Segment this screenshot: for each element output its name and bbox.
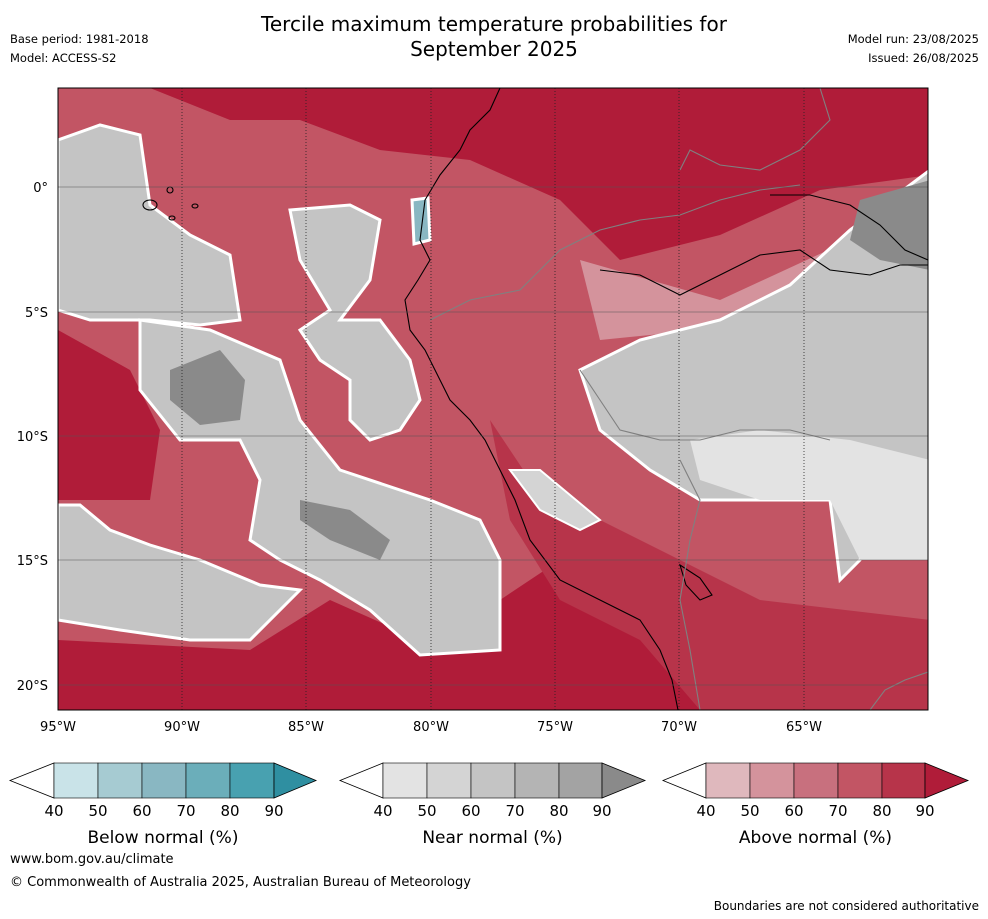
above-colorbar: 40 50 60 70 80 90 Above normal (%) [661, 762, 970, 848]
coastline [599, 249, 928, 296]
colorbars: 40 50 60 70 80 90 Below normal (%) 40 50 60 70 80 90… [8, 762, 970, 848]
near-normal-region [288, 203, 422, 442]
colorbar-left-triangle [8, 762, 55, 799]
lat-label: 5°S [25, 306, 48, 321]
colorbar-segment [53, 762, 99, 799]
lat-label: 0° [33, 181, 48, 196]
colorbar-right-triangle [601, 762, 647, 799]
colorbar-label: Above normal (%) [739, 828, 892, 848]
longitude-labels: 95°W 90°W 85°W 80°W 75°W 70°W 65°W [40, 720, 822, 735]
issued-text: Issued: 26/08/2025 [868, 51, 979, 65]
colorbar-segment [837, 762, 883, 799]
colorbar-tick: 50 [740, 802, 759, 820]
colorbar-segment [426, 762, 472, 799]
lat-label: 20°S [17, 679, 48, 694]
below-normal-region [410, 196, 432, 246]
colorbar-tick: 40 [373, 802, 392, 820]
title-line-1: Tercile maximum temperature probabilitie… [261, 12, 727, 36]
above-normal-region [58, 560, 700, 710]
near-normal-region [690, 430, 928, 560]
lon-label: 65°W [786, 720, 822, 735]
colorbar-segment [514, 762, 560, 799]
colorbar-segment [97, 762, 143, 799]
near-normal-region [58, 123, 242, 327]
island-outline [142, 199, 158, 211]
colorbar-left-triangle [338, 762, 384, 799]
colorbar-tick: 80 [549, 802, 568, 820]
country-border [429, 184, 801, 321]
colorbar-label: Below normal (%) [88, 828, 239, 848]
model-run-text: Model run: 23/08/2025 [847, 32, 979, 46]
colorbar-segment [793, 762, 839, 799]
country-border [679, 88, 831, 171]
colorbar-tick: 40 [44, 802, 63, 820]
colorbar-segment [749, 762, 795, 799]
lon-label: 95°W [40, 720, 76, 735]
lake-outline [679, 563, 713, 601]
colorbar-segment [185, 762, 231, 799]
colorbar-tick: 40 [696, 802, 715, 820]
colorbar-tick: 90 [264, 802, 283, 820]
colorbar-tick: 60 [461, 802, 480, 820]
below-colorbar: 40 50 60 70 80 90 Below normal (%) [8, 762, 318, 848]
colorbar-segment [382, 762, 428, 799]
map-panel [58, 88, 928, 710]
colorbar-tick: 70 [176, 802, 195, 820]
map-title: Tercile maximum temperature probabilitie… [0, 12, 988, 62]
map-frame [57, 87, 929, 711]
above-normal-region [150, 88, 928, 260]
colorbar-segment [470, 762, 516, 799]
colorbar-segment [229, 762, 275, 799]
lon-label: 70°W [661, 720, 697, 735]
near-normal-region [58, 503, 304, 642]
colorbar-segment [558, 762, 603, 799]
country-border [679, 459, 701, 710]
colorbar-tick: 90 [915, 802, 934, 820]
near-normal-region [300, 500, 390, 560]
near-normal-region [850, 180, 928, 270]
above-normal-region [580, 201, 928, 340]
colorbar-tick: 90 [592, 802, 611, 820]
colorbar-tick: 50 [417, 802, 436, 820]
copyright-text: © Commonwealth of Australia 2025, Austra… [10, 875, 471, 890]
latitude-labels: 0° 5°S 10°S 15°S 20°S [17, 181, 48, 694]
colorbar-right-triangle [273, 762, 318, 799]
colorbar-tick: 60 [784, 802, 803, 820]
colorbar-label: Near normal (%) [422, 828, 562, 848]
colorbar-tick: 50 [88, 802, 107, 820]
colorbar-tick: 60 [132, 802, 151, 820]
model-text: Model: ACCESS-S2 [10, 51, 117, 65]
coastline [404, 88, 679, 710]
lat-label: 15°S [17, 554, 48, 569]
colorbar-left-triangle [661, 762, 707, 799]
title-line-2: September 2025 [410, 37, 578, 61]
lat-label: 10°S [17, 430, 48, 445]
lon-label: 90°W [164, 720, 200, 735]
colorbar-segment [141, 762, 187, 799]
coastline [770, 194, 928, 261]
website-text: www.bom.gov.au/climate [10, 852, 174, 867]
country-border [579, 369, 831, 441]
lon-label: 80°W [413, 720, 449, 735]
near-colorbar: 40 50 60 70 80 90 Near normal (%) [338, 762, 647, 848]
colorbar-right-triangle [924, 762, 970, 799]
colorbar-tick: 70 [505, 802, 524, 820]
above-normal-region [58, 330, 160, 500]
colorbar-segment [705, 762, 751, 799]
colorbar-segment [881, 762, 926, 799]
gridlines [58, 88, 928, 710]
base-period-text: Base period: 1981-2018 [10, 32, 149, 46]
above-normal-region [490, 420, 928, 710]
island-outline [168, 215, 176, 221]
colorbar-tick: 70 [828, 802, 847, 820]
near-normal-region [170, 350, 245, 425]
lon-label: 85°W [288, 720, 324, 735]
colorbar-tick: 80 [220, 802, 239, 820]
lon-label: 75°W [537, 720, 573, 735]
island-outline [191, 203, 199, 209]
colorbar-tick: 80 [872, 802, 891, 820]
disclaimer-text: Boundaries are not considered authoritat… [713, 899, 979, 913]
